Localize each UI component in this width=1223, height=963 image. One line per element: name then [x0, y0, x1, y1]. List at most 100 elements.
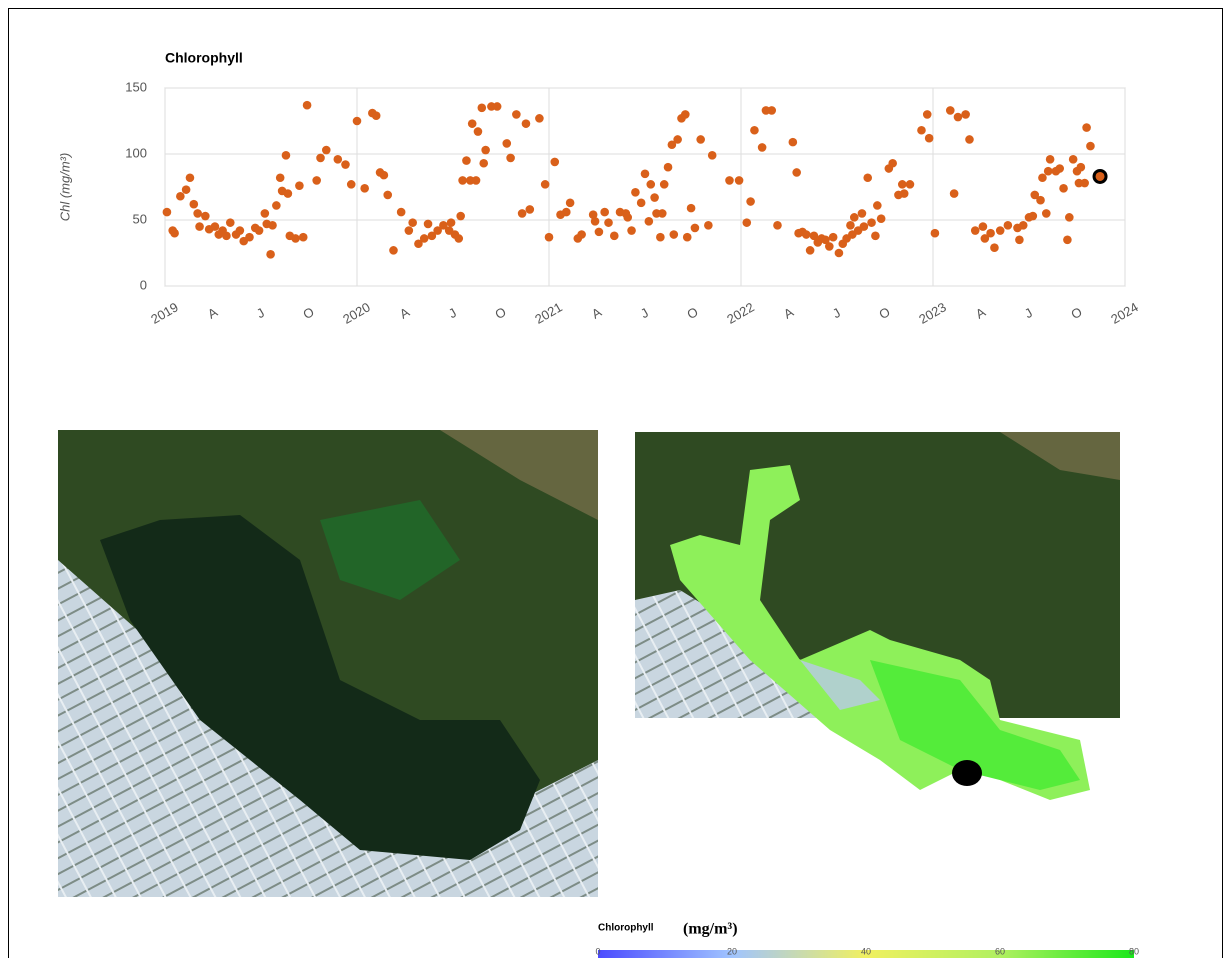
- data-point: [663, 162, 673, 172]
- colorbar-tick-label: 0: [595, 946, 600, 956]
- x-tick-label: 2024: [1108, 299, 1141, 326]
- data-point: [458, 176, 467, 185]
- x-tick-label: J: [446, 305, 459, 321]
- data-point: [492, 102, 502, 111]
- data-point: [235, 226, 245, 235]
- data-point: [456, 211, 465, 221]
- data-point: [704, 220, 713, 230]
- x-tick-label: J: [1022, 305, 1035, 321]
- data-point: [379, 170, 389, 180]
- data-point: [857, 209, 867, 218]
- data-point: [876, 214, 886, 223]
- data-point: [970, 226, 980, 235]
- data-point: [746, 197, 755, 206]
- data-point: [1043, 166, 1053, 176]
- data-point: [667, 140, 677, 150]
- data-point: [201, 211, 210, 221]
- data-point: [980, 234, 990, 243]
- data-point: [185, 173, 195, 183]
- data-point: [690, 223, 700, 233]
- data-point: [383, 190, 393, 200]
- data-point: [419, 234, 429, 243]
- data-point: [1003, 220, 1013, 230]
- data-point: [266, 250, 275, 259]
- data-point: [825, 242, 834, 251]
- data-point: [471, 176, 481, 185]
- x-tick-label: 2023: [916, 299, 949, 326]
- data-point: [945, 106, 955, 115]
- data-point: [502, 139, 512, 148]
- colorbar-tick-label: 80: [1129, 946, 1139, 956]
- y-axis-label: Chl (mg/m³): [57, 153, 72, 222]
- plot: 0 50 100 150 2019 A J O 2020 A J O 2021 A J O 2022 A J O 202…: [125, 79, 1140, 326]
- data-point: [1068, 154, 1078, 164]
- data-point: [404, 226, 414, 235]
- chart-title: Chlorophyll: [165, 50, 243, 66]
- x-tick-label: 2019: [148, 299, 181, 326]
- data-point: [193, 209, 202, 218]
- data-point: [828, 232, 838, 242]
- x-tick-label: 2021: [532, 299, 565, 326]
- y-tick-label: 150: [125, 79, 147, 94]
- data-point: [669, 230, 679, 239]
- data-point: [462, 156, 471, 165]
- data-point: [657, 209, 667, 218]
- satellite-image-left: [58, 430, 598, 897]
- data-point: [986, 228, 995, 238]
- data-point: [195, 222, 204, 231]
- x-tick-label: O: [300, 304, 316, 322]
- data-point: [423, 219, 433, 229]
- data-point: [640, 169, 650, 179]
- data-point: [189, 199, 199, 209]
- data-point: [978, 222, 988, 231]
- data-point: [659, 180, 669, 189]
- data-point: [360, 184, 369, 193]
- data-point: [302, 100, 312, 110]
- data-point: [805, 246, 815, 255]
- data-point: [750, 125, 759, 135]
- data-point: [341, 160, 350, 169]
- data-point: [686, 203, 696, 213]
- data-point: [176, 191, 185, 201]
- x-tick-label: A: [781, 304, 796, 321]
- data-point: [454, 234, 464, 243]
- data-point: [521, 119, 531, 128]
- data-point: [1080, 178, 1089, 188]
- data-point: [917, 125, 926, 135]
- colorbar-title: Chlorophyll: [598, 923, 654, 934]
- x-tick-label: O: [684, 304, 700, 322]
- data-point: [788, 137, 798, 147]
- data-point: [681, 110, 690, 119]
- data-point: [291, 234, 300, 243]
- data-point: [1063, 235, 1072, 245]
- colorbar-unit: (mg/m³): [683, 921, 738, 938]
- data-point: [834, 248, 844, 258]
- data-point: [275, 173, 285, 183]
- data-point: [352, 116, 362, 126]
- data-point: [682, 232, 692, 242]
- data-point: [162, 207, 172, 217]
- x-tick-label: O: [876, 304, 892, 322]
- x-tick-label: J: [638, 305, 651, 321]
- data-point: [650, 193, 659, 202]
- y-tick-label: 50: [133, 211, 147, 226]
- x-tick-label: J: [254, 305, 267, 321]
- data-point: [544, 232, 554, 242]
- data-point: [1015, 235, 1024, 245]
- data-point: [953, 112, 963, 122]
- data-point: [924, 133, 934, 143]
- data-point: [479, 158, 489, 168]
- data-point: [594, 227, 604, 237]
- x-tick-label: O: [1068, 304, 1084, 322]
- data-point: [1076, 162, 1086, 172]
- data-point: [298, 232, 308, 242]
- data-point: [446, 218, 456, 227]
- colorbar-tick-label: 60: [995, 946, 1005, 956]
- data-point: [565, 198, 575, 208]
- data-point: [1045, 154, 1055, 164]
- data-point: [414, 239, 423, 249]
- data-point: [990, 243, 999, 253]
- data-point: [600, 207, 609, 217]
- data-point: [696, 135, 705, 144]
- x-tick-label: A: [397, 304, 412, 321]
